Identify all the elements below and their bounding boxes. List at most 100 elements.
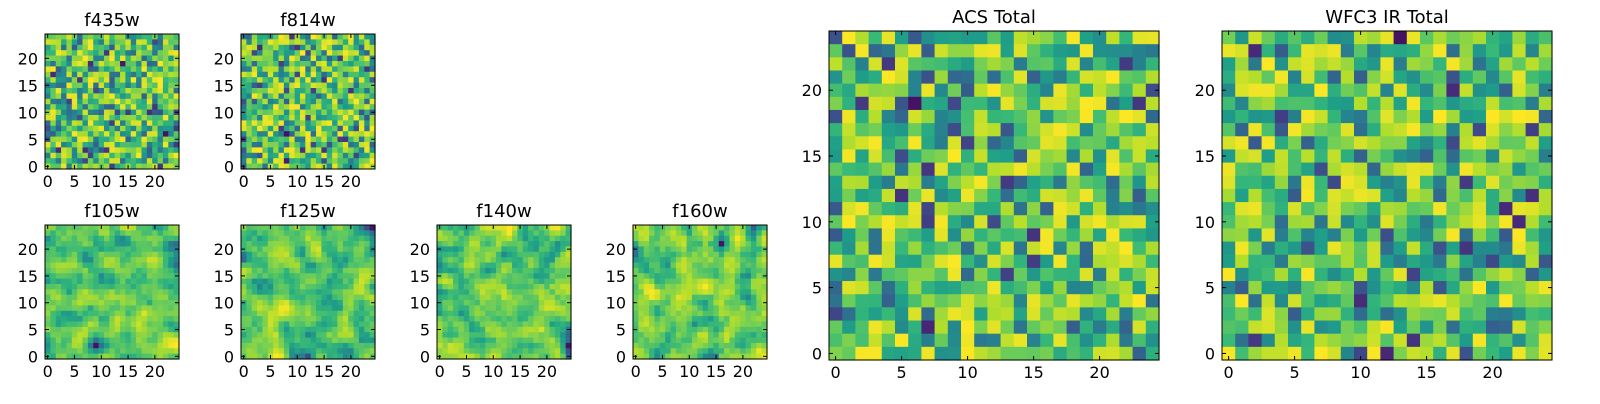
heatmap-cell <box>50 284 56 290</box>
heatmap-cell <box>697 241 703 247</box>
heatmap-cell <box>168 257 174 263</box>
heatmap-cell <box>676 327 682 333</box>
heatmap-cell <box>115 225 121 231</box>
heatmap-cell <box>908 31 922 45</box>
heatmap-cell <box>158 279 164 285</box>
heatmap-cell <box>332 66 338 72</box>
heatmap-cell <box>501 305 507 311</box>
heatmap-cell <box>1080 149 1094 163</box>
heatmap-cell <box>343 305 349 311</box>
heatmap-cell <box>72 257 78 263</box>
heatmap-cell <box>948 334 962 348</box>
heatmap-cell <box>109 45 115 51</box>
heatmap-cell <box>168 77 174 83</box>
heatmap-cell <box>104 153 110 159</box>
heatmap-cell <box>284 241 290 247</box>
heatmap-cell <box>120 241 126 247</box>
heatmap-cell <box>300 311 306 317</box>
heatmap-cell <box>316 289 322 295</box>
heatmap-cell <box>724 230 730 236</box>
heatmap-cell <box>1119 70 1133 84</box>
heatmap-cell <box>740 236 746 242</box>
heatmap-cell <box>1027 123 1041 137</box>
heatmap-cell <box>120 268 126 274</box>
heatmap-cell <box>72 50 78 56</box>
heatmap-cell <box>1133 110 1147 124</box>
heatmap-cell <box>469 316 475 322</box>
heatmap-cell <box>241 305 247 311</box>
heatmap-cell <box>332 236 338 242</box>
heatmap-cell <box>729 268 735 274</box>
heatmap-cell <box>268 50 274 56</box>
heatmap-cell <box>50 230 56 236</box>
heatmap-cell <box>1014 294 1028 308</box>
x-tick-label: 20 <box>537 362 557 381</box>
heatmap-cell <box>869 242 883 256</box>
heatmap-cell <box>987 57 1001 71</box>
heatmap-cell <box>125 104 131 110</box>
heatmap-cell <box>364 83 370 89</box>
heatmap-cell <box>348 252 354 258</box>
heatmap-cell <box>974 281 988 295</box>
heatmap-cell <box>1080 202 1094 216</box>
heatmap-cell <box>512 338 518 344</box>
heatmap-cell <box>1014 110 1028 124</box>
heatmap-cell <box>697 225 703 231</box>
heatmap-cell <box>469 338 475 344</box>
heatmap-cell <box>1275 136 1289 150</box>
heatmap-cell <box>1486 70 1500 84</box>
heatmap-cell <box>1235 136 1249 150</box>
heatmap-cell <box>829 44 843 58</box>
heatmap-cell <box>136 246 142 252</box>
heatmap-cell <box>152 158 158 164</box>
heatmap-cell <box>257 147 263 153</box>
heatmap-cell <box>1119 97 1133 111</box>
heatmap-cell <box>131 263 137 269</box>
heatmap-cell <box>829 202 843 216</box>
heatmap-cell <box>305 321 311 327</box>
heatmap-cell <box>83 295 89 301</box>
heatmap-cell <box>512 252 518 258</box>
heatmap-cell <box>83 77 89 83</box>
heatmap-cell <box>1407 163 1421 177</box>
heatmap-cell <box>168 126 174 132</box>
heatmap-cell <box>61 126 67 132</box>
heatmap-cell <box>437 236 443 242</box>
heatmap-cell <box>99 327 105 333</box>
heatmap-cell <box>152 300 158 306</box>
heatmap-cell <box>332 327 338 333</box>
heatmap-cell <box>262 77 268 83</box>
heatmap-cell <box>131 252 137 258</box>
heatmap-cell <box>268 93 274 99</box>
heatmap-cell <box>50 321 56 327</box>
heatmap-cell <box>735 284 741 290</box>
heatmap-cell <box>354 131 360 137</box>
heatmap-cell <box>252 305 258 311</box>
heatmap-cell <box>93 99 99 105</box>
heatmap-cell <box>746 348 752 354</box>
heatmap-cell <box>104 83 110 89</box>
heatmap-cell <box>697 300 703 306</box>
heatmap-cell <box>882 176 896 190</box>
heatmap-cell <box>99 120 105 126</box>
heatmap-cell <box>442 279 448 285</box>
heatmap-cell <box>109 61 115 67</box>
heatmap-cell <box>72 295 78 301</box>
heatmap-cell <box>332 343 338 349</box>
heatmap-cell <box>147 72 153 78</box>
heatmap-cell <box>158 137 164 143</box>
heatmap-cell <box>1133 176 1147 190</box>
heatmap-cell <box>141 284 147 290</box>
heatmap-cell <box>61 289 67 295</box>
heatmap-cell <box>517 321 523 327</box>
heatmap-cell <box>88 305 94 311</box>
heatmap-cell <box>45 321 51 327</box>
heatmap-cell <box>305 104 311 110</box>
heatmap-cell <box>279 252 285 258</box>
heatmap-cell <box>1367 202 1381 216</box>
heatmap-cell <box>77 268 83 274</box>
heatmap-cell <box>300 348 306 354</box>
heatmap-cell <box>1433 57 1447 71</box>
heatmap-cell <box>676 241 682 247</box>
heatmap-cell <box>1341 110 1355 124</box>
